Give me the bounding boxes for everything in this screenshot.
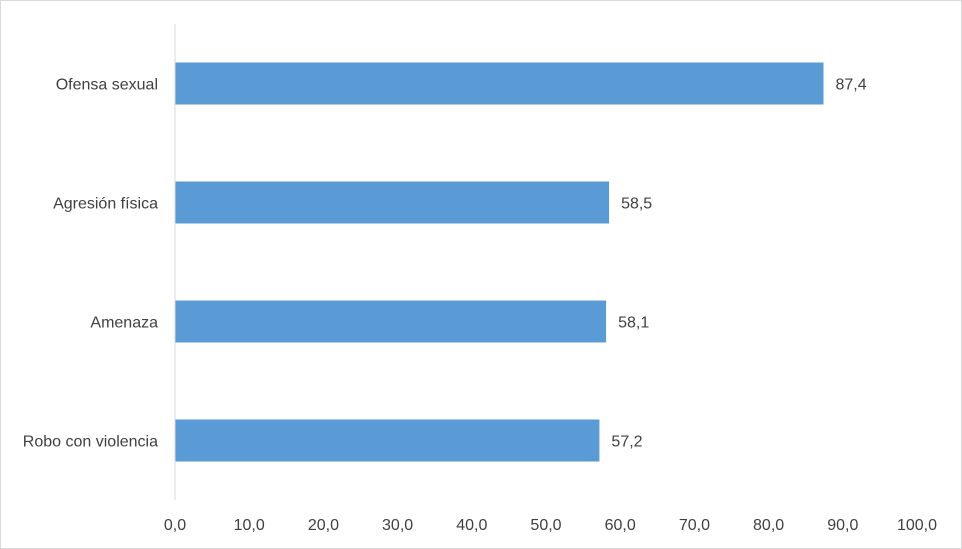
- x-tick-labels: 0,0 10,0 20,0 30,0 40,0 50,0 60,0 70,0 80,0 90,0 1…: [164, 517, 937, 534]
- data-labels: 87,4 58,5 58,1 57,2: [611, 77, 866, 451]
- x-tick-label-7: 70,0: [679, 517, 710, 534]
- data-label-4: 57,2: [611, 434, 642, 451]
- x-tick-label-8: 80,0: [753, 517, 784, 534]
- bar-2: [175, 181, 610, 224]
- data-label-3: 58,1: [618, 315, 649, 332]
- category-label-3: Amenaza: [90, 315, 158, 332]
- data-label-2: 58,5: [621, 196, 652, 213]
- data-label-1: 87,4: [836, 77, 867, 94]
- bar-4: [175, 419, 600, 462]
- category-labels: Ofensa sexual Agresión física Amenaza Robo …: [23, 77, 158, 451]
- x-tick-label-0: 0,0: [164, 517, 186, 534]
- bar-1: [175, 62, 824, 105]
- x-tick-label-6: 60,0: [605, 517, 636, 534]
- bar-3: [175, 300, 607, 343]
- bars-group: [175, 62, 824, 462]
- category-label-1: Ofensa sexual: [56, 77, 158, 94]
- category-label-4: Robo con violencia: [23, 434, 158, 451]
- x-tick-label-1: 10,0: [234, 517, 265, 534]
- x-tick-label-10: 100,0: [897, 517, 937, 534]
- x-tick-label-9: 90,0: [827, 517, 858, 534]
- x-tick-label-2: 20,0: [308, 517, 339, 534]
- x-tick-label-3: 30,0: [382, 517, 413, 534]
- category-label-2: Agresión física: [53, 196, 158, 213]
- x-tick-label-4: 40,0: [456, 517, 487, 534]
- x-tick-label-5: 50,0: [530, 517, 561, 534]
